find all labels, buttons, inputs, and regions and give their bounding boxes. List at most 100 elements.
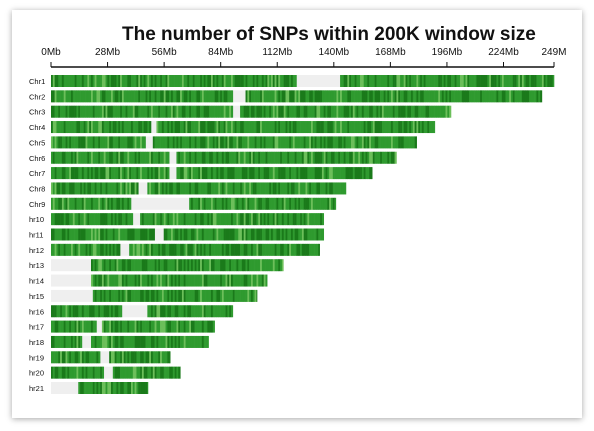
snp-density-segment — [520, 90, 523, 103]
snp-density-segment — [383, 151, 386, 164]
snp-density-segment — [212, 136, 215, 149]
snp-density-segment — [360, 136, 363, 149]
snp-density-segment — [178, 121, 181, 134]
snp-density-segment — [169, 75, 172, 87]
snp-density-segment — [194, 335, 197, 348]
snp-density-segment — [127, 90, 130, 103]
snp-density-segment — [129, 259, 132, 272]
snp-density-segment — [249, 274, 252, 287]
snp-density-segment — [216, 151, 219, 164]
snp-density-segment — [305, 105, 308, 118]
snp-density-segment — [94, 182, 97, 195]
snp-density-segment — [81, 75, 85, 87]
snp-density-segment — [207, 90, 210, 103]
snp-density-segment — [296, 243, 299, 256]
snp-density-segment — [263, 243, 266, 256]
snp-density-segment — [261, 75, 265, 87]
snp-density-segment — [165, 335, 168, 348]
snp-density-segment — [280, 75, 283, 87]
chromosome-label: Chr4 — [29, 123, 45, 132]
snp-density-segment — [223, 105, 226, 118]
snp-density-segment — [127, 75, 130, 87]
snp-density-segment — [76, 182, 79, 195]
snp-density-segment — [76, 167, 79, 180]
snp-density-segment — [121, 182, 125, 195]
snp-density-segment — [340, 75, 343, 87]
snp-density-segment — [301, 167, 305, 180]
snp-density-segment — [92, 90, 95, 103]
snp-density-segment — [336, 90, 339, 103]
snp-density-segment — [440, 90, 443, 103]
snp-density-segment — [96, 75, 99, 87]
snp-density-segment — [198, 75, 201, 87]
snp-density-segment — [216, 105, 219, 118]
snp-density-segment — [60, 136, 63, 149]
snp-density-segment — [152, 167, 155, 180]
snp-density-segment — [105, 228, 108, 241]
snp-density-segment — [72, 182, 75, 195]
snp-density-segment — [60, 305, 63, 318]
snp-density-segment — [460, 90, 463, 103]
snp-density-segment — [461, 90, 465, 103]
snp-density-segment — [100, 90, 103, 103]
snp-density-segment — [187, 228, 190, 241]
snp-density-segment — [247, 243, 250, 256]
snp-density-segment — [487, 75, 490, 87]
snp-density-segment — [58, 75, 61, 87]
snp-density-segment — [150, 167, 154, 180]
snp-density-segment — [552, 75, 555, 87]
snp-density-segment — [60, 182, 63, 195]
snp-density-segment — [187, 274, 190, 287]
snp-density-segment — [272, 182, 275, 195]
snp-density-segment — [201, 151, 205, 164]
snp-density-segment — [189, 90, 192, 103]
snp-density-segment — [143, 351, 146, 364]
snp-density-segment — [116, 182, 119, 195]
snp-density-segment — [390, 136, 394, 149]
snp-density-segment — [105, 274, 108, 287]
snp-density-segment — [414, 105, 417, 118]
snp-density-segment — [156, 320, 159, 333]
snp-density-segment — [112, 90, 115, 103]
snp-density-segment — [167, 351, 170, 364]
snp-density-segment — [225, 228, 228, 241]
snp-density-segment — [103, 90, 106, 103]
snp-density-segment — [130, 243, 134, 256]
snp-density-segment — [174, 320, 177, 333]
snp-density-segment — [347, 167, 350, 180]
snp-density-segment — [54, 213, 57, 226]
snp-density-segment — [230, 259, 234, 272]
snp-density-segment — [138, 320, 141, 333]
snp-density-segment — [65, 243, 68, 256]
snp-density-segment — [167, 320, 170, 333]
snp-density-segment — [238, 121, 241, 134]
snp-density-segment — [116, 289, 119, 302]
snp-density-segment — [401, 90, 405, 103]
snp-density-segment — [65, 136, 68, 149]
snp-density-segment — [243, 197, 246, 210]
snp-density-segment — [196, 105, 199, 118]
snp-density-segment — [343, 167, 346, 180]
snp-density-segment — [258, 105, 261, 118]
snp-density-segment — [281, 243, 285, 256]
snp-density-segment — [338, 151, 341, 164]
snp-density-segment — [449, 90, 452, 103]
snp-density-segment — [101, 213, 105, 226]
snp-density-segment — [340, 105, 343, 118]
snp-density-segment — [367, 90, 370, 103]
snp-density-segment — [127, 105, 130, 118]
snp-density-segment — [289, 136, 292, 149]
snp-density-segment — [205, 90, 208, 103]
snp-density-segment — [174, 289, 177, 302]
snp-density-segment — [220, 259, 223, 272]
snp-density-segment — [109, 167, 112, 180]
snp-density-segment — [225, 289, 228, 302]
x-tick-label: 224Mb — [488, 47, 519, 58]
snp-density-segment — [212, 274, 215, 287]
snp-density-segment — [223, 243, 226, 256]
snp-density-segment — [152, 213, 155, 226]
snp-density-segment — [178, 335, 181, 348]
snp-density-segment — [301, 243, 305, 256]
snp-density-segment — [150, 351, 154, 364]
snp-density-segment — [327, 151, 330, 164]
